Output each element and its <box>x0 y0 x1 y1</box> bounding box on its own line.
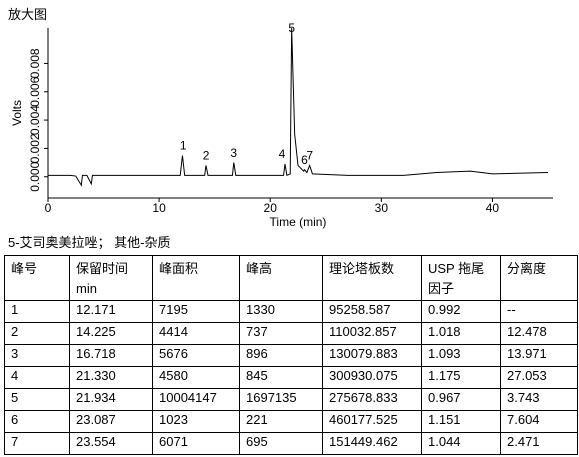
table-cell: 7195 <box>152 300 240 323</box>
peak-label: 7 <box>306 149 313 163</box>
peak-label: 4 <box>279 147 286 161</box>
x-tick-label: 20 <box>264 201 278 215</box>
x-tick-label: 30 <box>375 201 389 215</box>
x-tick-label: 40 <box>486 201 500 215</box>
x-tick-label: 0 <box>45 201 52 215</box>
table-cell: 1.151 <box>421 410 501 433</box>
table-cell: 16.718 <box>69 344 153 367</box>
table-cell: -- <box>500 300 578 323</box>
table-cell: 130079.883 <box>322 344 422 367</box>
table-cell: 7.604 <box>500 410 578 433</box>
table-cell: 1.175 <box>421 366 501 389</box>
table-cell: 275678.833 <box>322 388 422 411</box>
y-tick-label: 0.000 <box>28 161 42 191</box>
table-cell: 12.478 <box>500 322 578 345</box>
table-cell: 27.053 <box>500 366 578 389</box>
table-cell: 300930.075 <box>322 366 422 389</box>
peak-label: 2 <box>203 149 210 163</box>
table-cell: 1697135 <box>239 388 323 411</box>
table-cell: 3.743 <box>500 388 578 411</box>
table-cell: 13.971 <box>500 344 578 367</box>
table-cell: 21.330 <box>69 366 153 389</box>
y-tick-label: 0.008 <box>28 48 42 78</box>
table-cell: 737 <box>239 322 323 345</box>
table-cell: 460177.525 <box>322 410 422 433</box>
x-axis-label: Time (min) <box>270 215 327 229</box>
table-cell: 1 <box>4 300 70 323</box>
table-cell: 6 <box>4 410 70 433</box>
table-cell: 5676 <box>152 344 240 367</box>
table-cell: 23.087 <box>69 410 153 433</box>
table-row: 4 21.330 4580 845 300930.075 1.175 27.053 <box>4 366 578 389</box>
table-cell: 14.225 <box>69 322 153 345</box>
table-cell: 95258.587 <box>322 300 422 323</box>
table-body: 1 12.171 7195 1330 95258.587 0.992 -- 2 14.225 44… <box>4 300 578 455</box>
y-tick-label: 0.002 <box>28 133 42 163</box>
table-cell: 695 <box>239 432 323 455</box>
table-cell: 21.934 <box>69 388 153 411</box>
table-cell: 1.093 <box>421 344 501 367</box>
table-cell: 23.554 <box>69 432 153 455</box>
table-cell: 5 <box>4 388 70 411</box>
table-row: 5 21.934 10004147 1697135 275678.833 0.967 3.7… <box>4 388 578 411</box>
header-cell: 保留时间 min <box>69 255 153 301</box>
table-cell: 896 <box>239 344 323 367</box>
y-axis-label: Volts <box>10 100 24 126</box>
trace <box>48 27 549 187</box>
table-row: 7 23.554 6071 695 151449.462 1.044 2.471 <box>4 432 578 455</box>
table-cell: 110032.857 <box>322 322 422 345</box>
x-tick-label: 10 <box>152 201 166 215</box>
table-cell: 2.471 <box>500 432 578 455</box>
table-cell: 1.044 <box>421 432 501 455</box>
table-cell: 1023 <box>152 410 240 433</box>
table-row: 3 16.718 5676 896 130079.883 1.093 13.971 <box>4 344 578 367</box>
peak-label: 3 <box>230 146 237 160</box>
header-cell: 峰面积 <box>152 255 240 301</box>
table-cell: 1330 <box>239 300 323 323</box>
table-cell: 10004147 <box>152 388 240 411</box>
header-cell: USP 拖尾因子 <box>421 255 501 301</box>
table-cell: 221 <box>239 410 323 433</box>
table-cell: 845 <box>239 366 323 389</box>
header-cell: 分离度 <box>500 255 578 301</box>
peak-label: 1 <box>180 139 187 153</box>
header-cell: 理论塔板数 <box>322 255 422 301</box>
results-table: 峰号 保留时间 min 峰面积 峰高 理论塔板数 USP 拖尾因子 分离度 1 12.171 71… <box>4 255 578 455</box>
table-cell: 3 <box>4 344 70 367</box>
table-cell: 0.967 <box>421 388 501 411</box>
table-cell: 4580 <box>152 366 240 389</box>
table-cell: 4 <box>4 366 70 389</box>
header-cell: 峰高 <box>239 255 323 301</box>
peak-label: 5 <box>288 21 295 35</box>
table-cell: 6071 <box>152 432 240 455</box>
table-cell: 2 <box>4 322 70 345</box>
y-tick-label: 0.004 <box>28 105 42 135</box>
table-row: 6 23.087 1023 221 460177.525 1.151 7.604 <box>4 410 578 433</box>
peak-label: 6 <box>301 153 308 167</box>
table-cell: 7 <box>4 432 70 455</box>
caption: 5-艾司奥美拉唑； 其他-杂质 <box>8 235 171 250</box>
header-cell: 峰号 <box>4 255 70 301</box>
y-tick-label: 0.006 <box>28 76 42 106</box>
table-row: 2 14.225 4414 737 110032.857 1.018 12.478 <box>4 322 578 345</box>
page-title: 放大图 <box>8 7 48 22</box>
header-row: 峰号 保留时间 min 峰面积 峰高 理论塔板数 USP 拖尾因子 分离度 <box>4 255 578 301</box>
table-cell: 0.992 <box>421 300 501 323</box>
table-cell: 4414 <box>152 322 240 345</box>
table-cell: 1.018 <box>421 322 501 345</box>
table-cell: 12.171 <box>69 300 153 323</box>
table-row: 1 12.171 7195 1330 95258.587 0.992 -- <box>4 300 578 323</box>
table-cell: 151449.462 <box>322 432 422 455</box>
